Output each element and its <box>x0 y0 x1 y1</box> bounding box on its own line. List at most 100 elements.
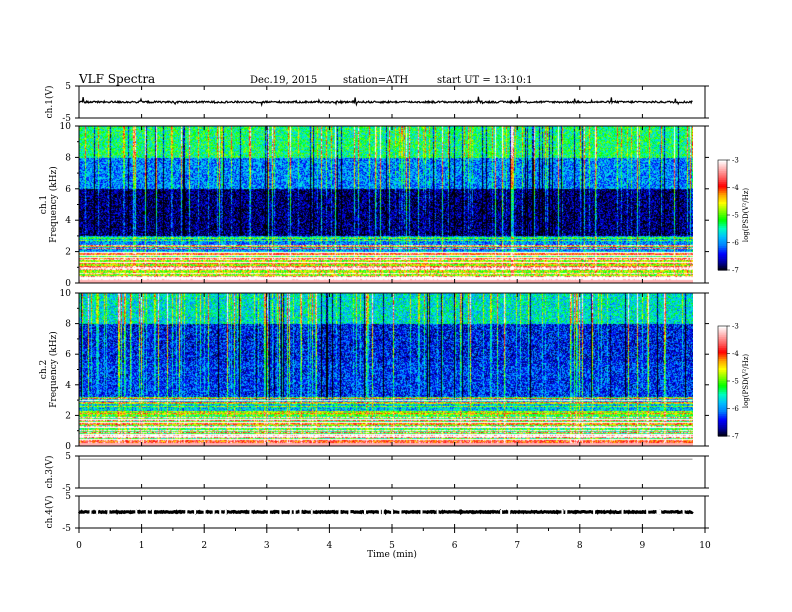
ch4-gap-mark <box>212 510 215 514</box>
ch1-spectrogram-image <box>79 126 693 283</box>
ch2-spectrogram-colorbar-step <box>718 375 727 378</box>
ch4-gap-mark <box>508 510 511 514</box>
ch4-gap-mark <box>659 510 662 514</box>
ch1-spectrogram-colorbar-step <box>718 253 727 256</box>
ch2-spectrogram-colorbar-step <box>718 338 727 342</box>
ch2-spectrogram-colorbar-step <box>718 340 727 344</box>
ch1-spectrogram-colorbar-step <box>718 172 727 176</box>
ch4-gap-mark <box>89 510 92 514</box>
station-label: station=ATH <box>343 75 409 86</box>
ch4-gap-mark <box>593 510 596 514</box>
ch2-spectrogram-colorbar-step <box>718 348 727 351</box>
ch4-gap-mark <box>185 510 188 514</box>
ch2-spectrogram-colorbar-step <box>718 362 727 366</box>
ch1-waveform-trace <box>78 96 693 108</box>
ch2-spectrogram-colorbar-step <box>718 426 727 430</box>
ch1-spectrogram-ytick-label: 0 <box>65 279 71 289</box>
ch4-gap-mark <box>364 510 366 514</box>
ch3-waveform-ytick-label: -5 <box>62 484 71 494</box>
ch4-gap-mark <box>219 510 222 514</box>
ch1-spectrogram-colorbar-tick-label: -4 <box>732 184 739 192</box>
ch2-spectrogram-colorbar-step <box>718 395 727 399</box>
ch2-spectrogram-ytick-label: 6 <box>65 350 71 360</box>
ch2-spectrogram-colorbar-tick-label: -6 <box>732 405 739 413</box>
ch1-spectrogram-ylabel: ch.1 <box>39 195 49 214</box>
ch1-spectrogram-colorbar-step <box>718 169 727 172</box>
ch1-spectrogram-colorbar-step <box>718 194 727 198</box>
x-tick-label: 10 <box>699 541 711 551</box>
ch1-spectrogram-ytick-label: 6 <box>65 185 71 195</box>
ch1-spectrogram-colorbar-step <box>718 178 727 181</box>
ch2-spectrogram-colorbar-step <box>718 428 727 432</box>
ch4-gap-mark <box>656 510 659 514</box>
ch2-spectrogram-colorbar-step <box>718 404 727 408</box>
ch1-spectrogram-colorbar-step <box>718 240 727 244</box>
x-tick-label: 5 <box>389 541 395 551</box>
ch4-waveform-panel <box>77 508 694 516</box>
ch1-spectrogram-colorbar-step <box>718 176 727 179</box>
ch1-spectrogram-ylabel: Frequency (kHz) <box>48 166 59 243</box>
ch2-spectrogram-colorbar-step <box>718 425 727 428</box>
ch2-spectrogram-colorbar-step <box>718 329 727 333</box>
ch1-spectrogram-colorbar-step <box>718 224 727 227</box>
ch2-spectrogram-colorbar-step <box>718 333 727 336</box>
ch1-spectrogram-colorbar-step <box>718 248 727 251</box>
ch1-spectrogram-colorbar-step <box>718 220 727 223</box>
ch2-spectrogram-colorbar-step <box>718 434 727 437</box>
ch4-waveform-ytick-label: 5 <box>65 492 71 502</box>
ch1-spectrogram-colorbar-step <box>718 251 727 255</box>
ch2-spectrogram-colorbar-step <box>718 337 727 340</box>
ch2-spectrogram-panel <box>79 293 693 446</box>
ch2-spectrogram-colorbar-step <box>718 349 727 353</box>
ch1-spectrogram-colorbar-step <box>718 160 727 163</box>
ch2-spectrogram-colorbar-step <box>718 408 727 411</box>
ch2-spectrogram-ytick-label: 2 <box>65 411 71 421</box>
ch1-spectrogram-colorbar-step <box>718 264 727 267</box>
ch1-spectrogram-colorbar-step <box>718 227 727 231</box>
ch4-gap-mark <box>500 510 503 514</box>
ch1-spectrogram-colorbar-step <box>718 161 727 165</box>
ch1-spectrogram-colorbar-step <box>718 171 727 174</box>
ch1-spectrogram-colorbar-step <box>718 165 727 168</box>
ch2-spectrogram-colorbar-step <box>718 355 727 358</box>
ch2-spectrogram-colorbar-step <box>718 351 727 355</box>
x-tick-label: 1 <box>139 541 145 551</box>
ch1-spectrogram-colorbar-step <box>718 233 727 236</box>
ch2-spectrogram-colorbar-step <box>718 377 727 380</box>
ch2-spectrogram-ytick-label: 10 <box>60 289 72 299</box>
ch2-spectrogram-colorbar-step <box>718 373 727 377</box>
ch1-spectrogram-colorbar-step <box>718 180 727 183</box>
ch2-spectrogram-colorbar-step <box>718 392 727 395</box>
start-time-label: start UT = 13:10:1 <box>437 75 532 86</box>
ch3-waveform-frame <box>78 455 706 489</box>
ch4-gap-mark <box>107 510 110 514</box>
ch3-waveform-ytick-label: 5 <box>65 452 71 462</box>
ch4-gap-mark <box>565 510 568 514</box>
ch1-spectrogram-colorbar-step <box>718 255 727 258</box>
ch1-spectrogram-colorbar-step <box>718 218 727 222</box>
ch1-spectrogram-colorbar-step <box>718 259 727 262</box>
ch4-gap-mark <box>151 510 154 514</box>
ch2-spectrogram-colorbar-step <box>718 359 727 362</box>
ch4-gap-mark <box>348 510 351 514</box>
ch1-waveform-panel <box>78 96 693 108</box>
ch1-spectrogram-colorbar-step <box>718 242 727 245</box>
ch1-spectrogram-colorbar-step <box>718 163 727 167</box>
ch1-spectrogram-colorbar-tick-label: -3 <box>732 157 739 165</box>
x-tick-label: 6 <box>452 541 458 551</box>
ch4-gap-mark <box>682 510 685 514</box>
ch2-spectrogram-colorbar-step <box>718 390 727 393</box>
ch1-spectrogram-colorbar-step <box>718 260 727 264</box>
ch4-waveform-ylabel: ch.4(V) <box>44 496 55 529</box>
ch2-spectrogram-colorbar-step <box>718 370 727 373</box>
ch1-spectrogram-colorbar-step <box>718 222 727 225</box>
ch2-spectrogram-ytick-label: 4 <box>65 381 71 391</box>
ch2-spectrogram-colorbar-step <box>718 384 727 388</box>
ch1-spectrogram-colorbar-tick-label: -6 <box>732 239 739 247</box>
ch2-spectrogram-colorbar-step <box>718 430 727 433</box>
ch1-spectrogram-colorbar-step <box>718 238 727 242</box>
ch2-spectrogram-colorbar-step <box>718 346 727 349</box>
ch2-spectrogram-colorbar-step <box>718 371 727 375</box>
x-tick-label: 8 <box>577 541 583 551</box>
